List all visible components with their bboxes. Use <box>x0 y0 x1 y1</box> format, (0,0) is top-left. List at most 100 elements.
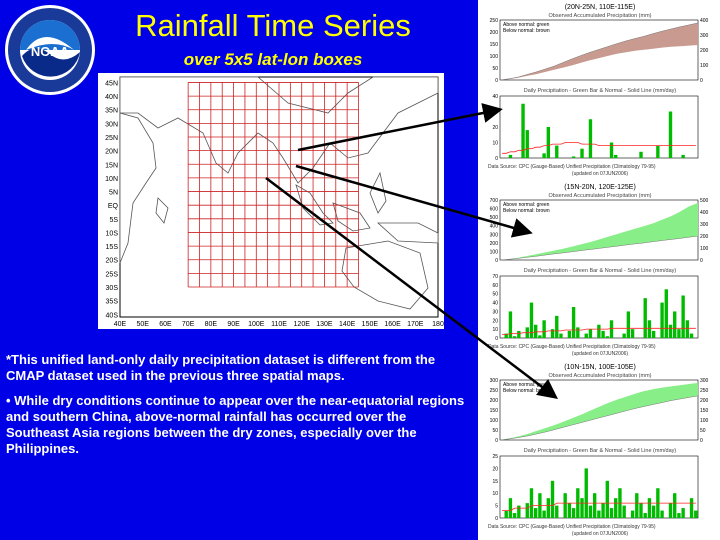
daily-ytick: 40 <box>492 301 498 307</box>
daily-bar <box>639 151 643 158</box>
lon-tick-label: 40E <box>114 321 127 328</box>
accum-ytick-left: 50 <box>492 428 498 434</box>
page-subtitle: over 5x5 lat-lon boxes <box>183 50 363 69</box>
daily-ytick: 5 <box>495 504 498 510</box>
legend-above: Above normal: green <box>503 22 550 28</box>
daily-normal-line <box>502 142 696 154</box>
daily-bar <box>546 127 551 158</box>
accum-ytick-left: 0 <box>495 78 498 84</box>
accum-ytick-right: 200 <box>700 234 709 240</box>
lon-tick-label: 90E <box>227 321 240 328</box>
accum-ytick-left: 300 <box>490 378 499 384</box>
lon-tick-label: 180 <box>432 321 444 328</box>
land-shape <box>155 197 169 224</box>
daily-bar <box>508 154 513 158</box>
daily-bar <box>647 498 652 518</box>
lon-tick-label: 100E <box>248 321 265 328</box>
daily-bar <box>685 320 690 338</box>
daily-bar <box>614 498 618 518</box>
lon-tick-label: 110E <box>271 321 287 328</box>
daily-bar <box>597 510 601 518</box>
lon-tick-label: 70E <box>182 321 195 328</box>
daily-ytick: 15 <box>492 479 498 485</box>
lat-tick-label: EQ <box>108 203 119 210</box>
accum-ytick-right: 400 <box>700 210 709 216</box>
daily-bar <box>651 330 656 338</box>
data-source: Data Source: CPC (Gauge-Based) Unified P… <box>488 524 656 530</box>
daily-frame <box>499 95 699 159</box>
daily-bar <box>643 298 647 338</box>
lat-tick-label: 25N <box>105 135 118 142</box>
region-map: 45N 40N 35N 30N 25N 20N 15N 10N 5N EQ 5S 10S 15S 20S 2… <box>98 73 444 329</box>
daily-bar <box>534 508 538 518</box>
daily-bar <box>614 154 618 158</box>
accum-ytick-right: 50 <box>700 428 706 434</box>
accum-title: Observed Accumulated Precipitation (mm) <box>548 193 651 199</box>
daily-bar <box>635 493 639 518</box>
lon-tick-label: 50E <box>136 321 149 328</box>
daily-bar <box>529 488 534 518</box>
data-source: Data Source: CPC (Gauge-Based) Unified P… <box>488 164 656 170</box>
daily-bar <box>592 493 597 518</box>
lat-tick-label: 5S <box>109 217 118 224</box>
daily-bar <box>626 311 631 338</box>
daily-title: Daily Precipitation - Green Bar & Normal… <box>524 268 677 274</box>
accum-ytick-left: 250 <box>490 18 499 24</box>
timeseries-panels: (20N-25N, 110E-115E) Observed Accumulated… <box>478 0 720 540</box>
accum-normal-line <box>499 395 699 441</box>
daily-bar <box>580 498 584 518</box>
legend-below: Below normal: brown <box>503 28 550 34</box>
accum-ytick-right: 100 <box>700 63 709 69</box>
daily-bar <box>517 505 521 518</box>
daily-bar <box>550 329 555 338</box>
accum-ytick-right: 500 <box>700 198 709 204</box>
lat-tick-label: 35N <box>105 108 118 115</box>
accum-ytick-right: 300 <box>700 378 709 384</box>
daily-frame <box>499 455 699 519</box>
daily-bar <box>517 330 521 338</box>
accum-ytick-left: 250 <box>490 388 499 394</box>
daily-bar <box>660 302 664 338</box>
daily-bar <box>571 307 576 338</box>
accum-ytick-right: 200 <box>700 48 709 54</box>
lon-tick-label: 130E <box>316 321 333 328</box>
daily-normal-line <box>502 502 696 511</box>
accum-ytick-left: 200 <box>490 398 499 404</box>
daily-bar <box>609 508 614 518</box>
accum-ytick-left: 400 <box>490 224 499 230</box>
daily-bar <box>512 336 517 338</box>
daily-bar <box>504 510 508 518</box>
lon-tick-label: 140E <box>339 321 356 328</box>
accum-ytick-left: 500 <box>490 215 499 221</box>
daily-ytick: 50 <box>492 292 498 298</box>
accum-ytick-right: 250 <box>700 388 709 394</box>
daily-bar <box>542 153 546 158</box>
daily-bar <box>622 333 626 338</box>
lat-tick-label: 45N <box>105 80 118 87</box>
data-source: Data Source: CPC (Gauge-Based) Unified P… <box>488 344 656 350</box>
daily-bar <box>571 508 576 518</box>
daily-bar <box>668 111 673 158</box>
accum-diff-area <box>500 382 698 440</box>
daily-bar <box>597 324 601 338</box>
daily-ytick: 70 <box>492 274 498 280</box>
lat-tick-label: 30N <box>105 121 118 128</box>
lon-tick-label: 160E <box>384 321 401 328</box>
land-shape <box>119 112 157 264</box>
accum-diff-area <box>500 22 698 80</box>
box-label: (20N-25N, 110E-115E) <box>565 4 636 11</box>
daily-bar <box>609 320 614 338</box>
daily-bar <box>630 329 635 338</box>
daily-bar <box>673 311 677 338</box>
daily-ytick: 0 <box>495 336 498 342</box>
accum-ytick-left: 150 <box>490 42 499 48</box>
daily-ytick: 10 <box>492 491 498 497</box>
daily-bar <box>571 156 576 158</box>
daily-ytick: 25 <box>492 454 498 460</box>
logo-center-text: NOAA <box>31 44 70 59</box>
accum-ytick-right: 100 <box>700 418 709 424</box>
page-title: Rainfall Time Series <box>135 8 411 43</box>
summary-note: • While dry conditions continue to appea… <box>6 393 465 456</box>
daily-bar <box>550 480 555 518</box>
accum-ytick-left: 0 <box>495 258 498 264</box>
